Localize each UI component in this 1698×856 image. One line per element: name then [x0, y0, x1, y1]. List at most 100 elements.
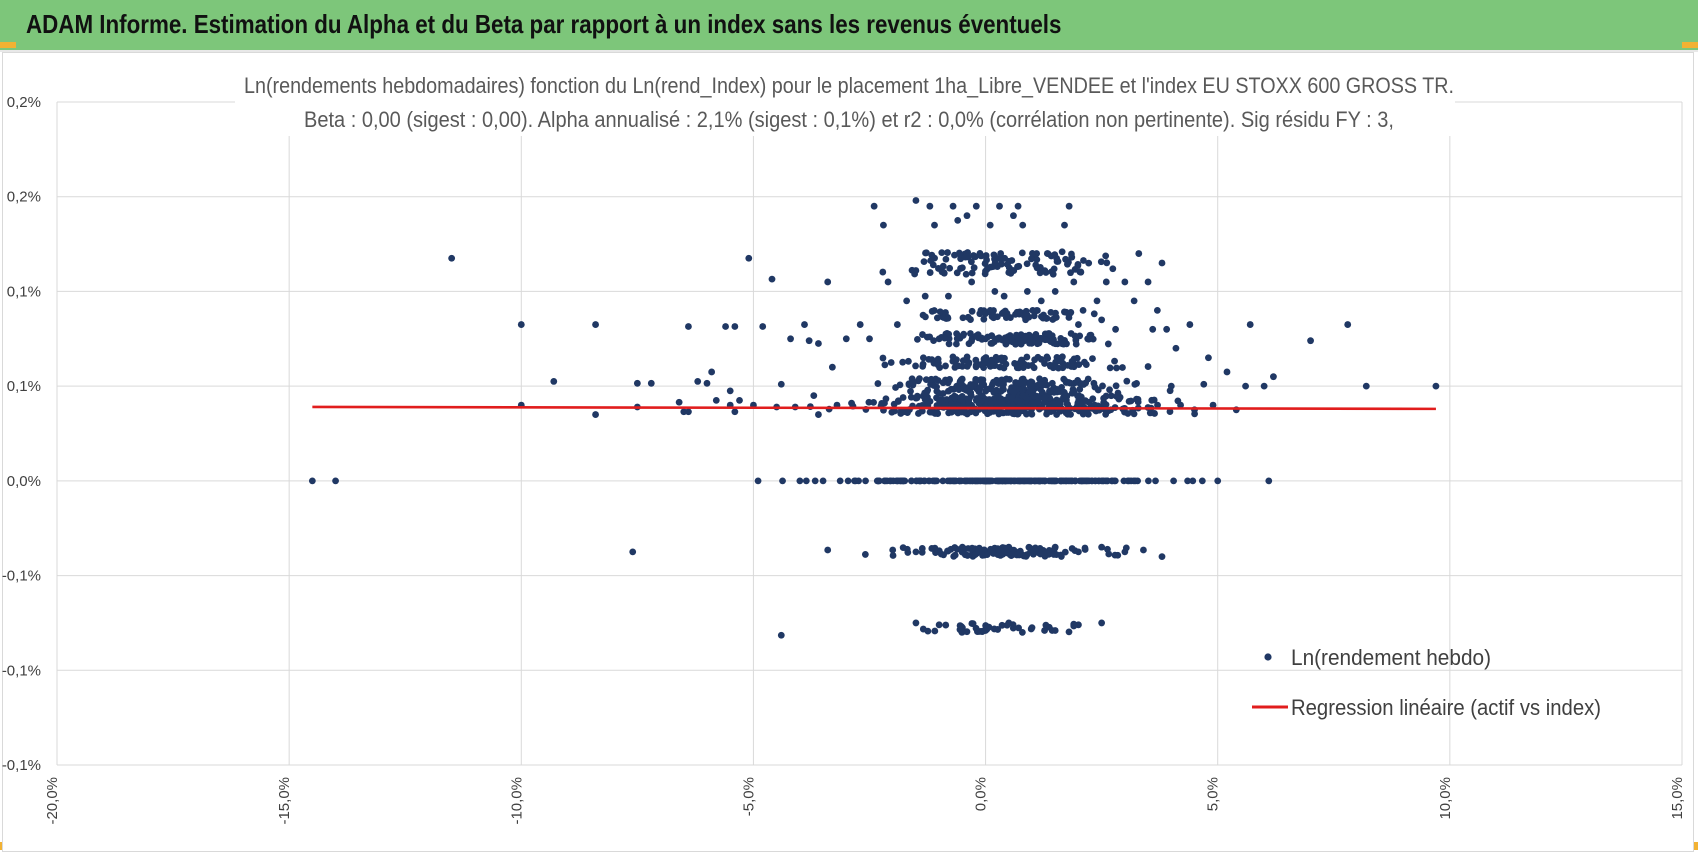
scatter-point: [941, 334, 949, 342]
scatter-point: [1214, 477, 1222, 485]
scatter-point: [1013, 551, 1021, 559]
scatter-point: [870, 202, 878, 210]
scatter-point: [1023, 353, 1031, 361]
scatter-point: [930, 382, 938, 389]
scatter-point: [1052, 309, 1059, 317]
scatter-point: [996, 202, 1003, 210]
scatter-point: [968, 278, 976, 286]
scatter-point: [1069, 385, 1077, 393]
scatter-point: [1106, 386, 1113, 394]
scatter-point: [1144, 363, 1152, 370]
scatter-point: [1053, 386, 1061, 393]
scatter-point: [1059, 364, 1067, 372]
scatter-point: [912, 197, 920, 204]
scatter-point: [1089, 355, 1096, 362]
scatter-point: [965, 396, 972, 403]
scatter-point: [629, 548, 637, 556]
scatter-point: [926, 269, 934, 276]
scatter-point: [754, 477, 762, 485]
scatter-point: [972, 363, 980, 371]
scatter-point: [1037, 550, 1044, 558]
scatter-point: [1166, 408, 1174, 415]
scatter-point: [1071, 332, 1079, 340]
scatter-point: [1072, 340, 1080, 348]
scatter-point: [1065, 628, 1073, 636]
scatter-point: [1005, 264, 1013, 272]
scatter-point: [936, 364, 944, 372]
scatter-point: [956, 477, 964, 485]
scatter-point: [938, 249, 946, 257]
scatter-point: [1051, 251, 1059, 259]
scatter-point: [1134, 477, 1141, 485]
scatter-point: [819, 477, 827, 485]
scatter-point: [1049, 316, 1057, 323]
scatter-point: [942, 621, 950, 629]
scatter-point: [944, 249, 951, 256]
scatter-point: [949, 202, 957, 210]
scatter-point: [905, 357, 912, 365]
scatter-point: [987, 400, 995, 408]
grid-lines: [56, 101, 1683, 766]
scatter-point: [1148, 396, 1156, 404]
scatter-point: [1058, 248, 1066, 256]
y-axis-tick-labels: -0,1% -0,1% -0,1% 0,0% 0,1% 0,1% 0,2% 0,2%: [2, 94, 41, 774]
scatter-point: [1047, 338, 1055, 345]
scatter-point: [1027, 625, 1035, 633]
legend-label-scatter: Ln(rendement hebdo): [1291, 645, 1491, 670]
scatter-point: [1098, 543, 1106, 551]
scatter-point: [1130, 410, 1138, 418]
scatter-point: [934, 355, 942, 363]
scatter-point: [891, 407, 899, 415]
scatter-point: [951, 394, 958, 401]
scatter-point: [1008, 257, 1016, 264]
scatter-point: [1060, 375, 1068, 383]
scatter-point: [779, 477, 786, 485]
scatter-point: [989, 307, 997, 315]
scatter-point: [1057, 477, 1064, 485]
scatter-point: [879, 268, 887, 276]
scatter-point: [1029, 250, 1036, 257]
scatter-point: [951, 364, 959, 371]
scatter-point: [1076, 400, 1084, 407]
scatter-point: [1061, 339, 1069, 347]
scatter-point: [988, 357, 995, 364]
scatter-point: [1048, 379, 1056, 387]
scatter-point: [1009, 621, 1017, 629]
scatter-point: [1046, 361, 1054, 369]
scatter-point: [1002, 314, 1010, 321]
scatter-point: [1002, 360, 1010, 368]
scatter-point: [953, 356, 960, 364]
scatter-point: [1362, 382, 1370, 390]
scatter-point: [1100, 398, 1108, 406]
scatter-point: [675, 398, 683, 406]
scatter-point: [943, 396, 951, 403]
x-tick-label: -5,0%: [740, 777, 757, 816]
scatter-point: [931, 627, 939, 635]
scatter-point: [881, 399, 888, 407]
scatter-point: [685, 408, 692, 416]
scatter-point: [1112, 325, 1119, 333]
scatter-point: [1307, 337, 1314, 345]
scatter-point: [1012, 310, 1019, 318]
scatter-point: [874, 380, 882, 387]
x-tick-label: -15,0%: [276, 777, 293, 825]
scatter-point: [915, 477, 923, 485]
y-tick-label: -0,1%: [2, 568, 41, 585]
scatter-point: [1031, 546, 1039, 554]
scatter-point: [1051, 400, 1059, 408]
scatter-point: [1026, 380, 1033, 388]
scatter-point: [1107, 392, 1115, 400]
scatter-point: [1112, 382, 1120, 390]
scatter-point: [925, 356, 933, 363]
scatter-point: [759, 323, 767, 330]
scatter-point: [879, 354, 887, 362]
scatter-point: [972, 477, 980, 485]
scatter-point: [1037, 334, 1045, 342]
scatter-point: [998, 621, 1006, 629]
scatter-point: [1076, 385, 1084, 393]
scatter-point: [935, 621, 943, 629]
scatter-point: [998, 477, 1006, 485]
scatter-point: [1033, 256, 1041, 264]
scatter-point: [945, 340, 953, 348]
